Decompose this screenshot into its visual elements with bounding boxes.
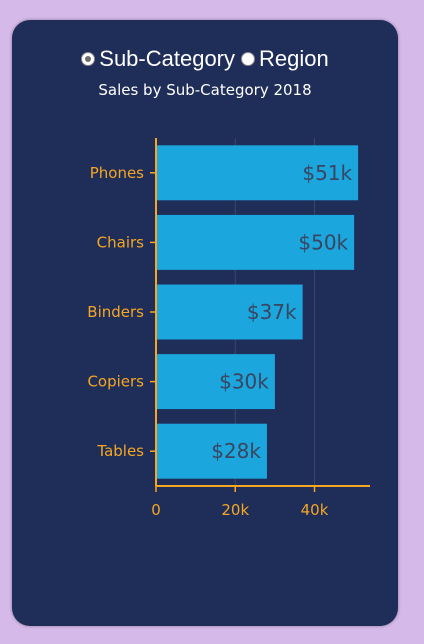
y-tick-label-binders: Binders xyxy=(87,303,144,321)
bar-value-label-chairs: $50k xyxy=(298,230,348,254)
radio-region-dot[interactable] xyxy=(241,52,256,66)
radio-region-label: Region xyxy=(259,46,329,71)
radio-sub-category[interactable]: Sub-Category xyxy=(81,46,235,72)
bar-binders xyxy=(156,284,303,340)
bar-chairs xyxy=(156,214,355,270)
bar-copiers xyxy=(156,354,275,410)
x-tick-label-0: 0 xyxy=(151,501,161,519)
bar-phones xyxy=(156,145,359,201)
bar-value-label-tables: $28k xyxy=(211,439,261,463)
y-tick-label-chairs: Chairs xyxy=(97,233,145,251)
y-tick-label-phones: Phones xyxy=(90,164,144,182)
bar-value-label-binders: $37k xyxy=(247,300,297,324)
radio-region[interactable]: Region xyxy=(241,46,329,72)
chart-title: Sales by Sub-Category 2018 xyxy=(98,81,312,99)
bar-tables xyxy=(156,423,267,479)
x-tick-label-1: 20k xyxy=(221,501,249,519)
radio-sub-category-dot[interactable] xyxy=(81,52,96,66)
y-tick-label-tables: Tables xyxy=(96,442,144,460)
radio-sub-category-label: Sub-Category xyxy=(99,46,236,71)
bar-value-label-phones: $51k xyxy=(302,161,352,185)
chart-card: Sub-Category Region Sales by Sub-Categor… xyxy=(12,20,398,626)
dimension-radio-group: Sub-Category Region xyxy=(12,46,398,72)
bar-value-label-copiers: $30k xyxy=(219,370,269,394)
y-tick-label-copiers: Copiers xyxy=(87,373,144,391)
x-tick-label-2: 40k xyxy=(301,501,329,519)
bar-chart: Phones $51k Chairs $50k Binders $37k Copiers $3… xyxy=(87,138,370,519)
